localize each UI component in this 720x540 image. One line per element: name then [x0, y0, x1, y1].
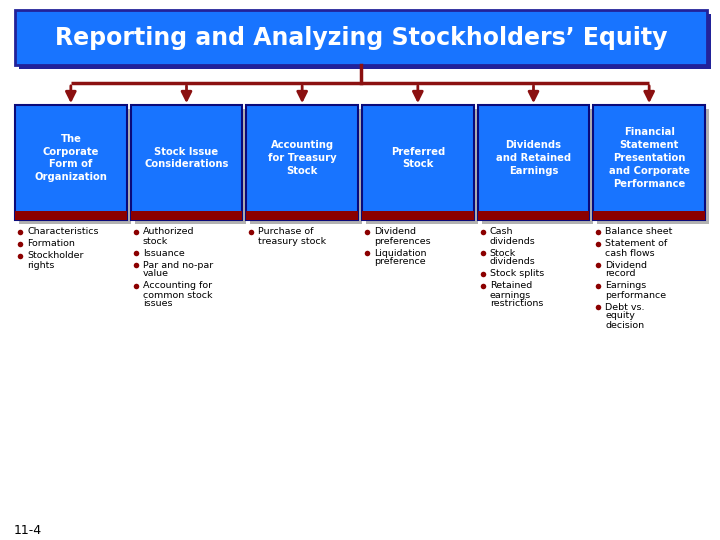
- Text: equity: equity: [606, 312, 635, 321]
- Bar: [135, 109, 246, 224]
- Text: Stock Issue
Considerations: Stock Issue Considerations: [144, 146, 229, 170]
- Bar: [251, 109, 362, 224]
- Text: 11-4: 11-4: [14, 523, 42, 537]
- Text: Stock splits: Stock splits: [490, 269, 544, 279]
- Text: Stockholder: Stockholder: [27, 252, 84, 260]
- Text: Par and no-par: Par and no-par: [143, 260, 213, 269]
- Text: Purchase of: Purchase of: [258, 227, 314, 237]
- Text: Liquidation: Liquidation: [374, 248, 426, 258]
- Text: Authorized: Authorized: [143, 227, 194, 237]
- Bar: [593, 105, 705, 220]
- Text: common stock: common stock: [143, 291, 212, 300]
- Text: Accounting
for Treasury
Stock: Accounting for Treasury Stock: [268, 140, 336, 176]
- Text: rights: rights: [27, 260, 55, 269]
- Text: preferences: preferences: [374, 237, 431, 246]
- Bar: [19, 14, 711, 69]
- Text: Dividend: Dividend: [606, 260, 647, 269]
- Text: Cash: Cash: [490, 227, 513, 237]
- Text: Dividend: Dividend: [374, 227, 416, 237]
- Text: Retained: Retained: [490, 281, 532, 291]
- Text: dividends: dividends: [490, 237, 536, 246]
- Text: Accounting for: Accounting for: [143, 281, 212, 291]
- Bar: [19, 109, 130, 224]
- Text: decision: decision: [606, 321, 644, 329]
- Text: value: value: [143, 269, 168, 279]
- Bar: [15, 211, 127, 220]
- Text: Balance sheet: Balance sheet: [606, 227, 672, 237]
- Text: Reporting and Analyzing Stockholders’ Equity: Reporting and Analyzing Stockholders’ Eq…: [55, 25, 667, 50]
- Text: Debt vs.: Debt vs.: [606, 302, 645, 312]
- Bar: [130, 105, 243, 220]
- Bar: [366, 109, 477, 224]
- Bar: [130, 211, 243, 220]
- Text: Earnings: Earnings: [606, 281, 647, 291]
- Bar: [15, 10, 707, 65]
- Bar: [598, 109, 709, 224]
- Text: cash flows: cash flows: [606, 248, 655, 258]
- Text: performance: performance: [606, 291, 667, 300]
- Bar: [477, 211, 590, 220]
- Text: Formation: Formation: [27, 240, 75, 248]
- Text: treasury stock: treasury stock: [258, 237, 326, 246]
- Text: Stock: Stock: [490, 248, 516, 258]
- Text: Issuance: Issuance: [143, 248, 184, 258]
- Bar: [246, 105, 358, 220]
- Text: record: record: [606, 269, 636, 279]
- Text: Characteristics: Characteristics: [27, 227, 99, 237]
- Text: Financial
Statement
Presentation
and Corporate
Performance: Financial Statement Presentation and Cor…: [608, 127, 690, 188]
- Bar: [362, 105, 474, 220]
- Text: Preferred
Stock: Preferred Stock: [391, 146, 445, 170]
- Bar: [482, 109, 593, 224]
- Bar: [246, 211, 358, 220]
- Text: stock: stock: [143, 237, 168, 246]
- Text: earnings: earnings: [490, 291, 531, 300]
- Text: dividends: dividends: [490, 258, 536, 267]
- Text: Statement of: Statement of: [606, 240, 667, 248]
- Bar: [477, 105, 590, 220]
- Text: issues: issues: [143, 300, 172, 308]
- Bar: [593, 211, 705, 220]
- Text: preference: preference: [374, 258, 426, 267]
- Text: Dividends
and Retained
Earnings: Dividends and Retained Earnings: [496, 140, 571, 176]
- Bar: [362, 211, 474, 220]
- Text: The
Corporate
Form of
Organization: The Corporate Form of Organization: [35, 134, 107, 182]
- Bar: [15, 105, 127, 220]
- Text: restrictions: restrictions: [490, 300, 543, 308]
